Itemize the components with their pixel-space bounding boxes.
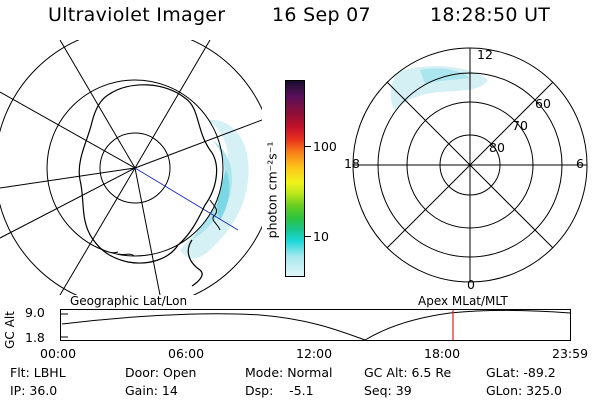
mlt-label-0: 0: [467, 277, 475, 292]
time-tick-1200: 12:00: [296, 346, 333, 361]
time-tick-2359: 23:59: [552, 346, 589, 361]
status-dsp: Dsp: -5.1: [245, 383, 314, 398]
colorbar: [285, 80, 305, 277]
instrument-title: Ultraviolet Imager: [48, 4, 226, 26]
status-glon: GLon: 325.0: [486, 383, 562, 398]
altitude-curve: [61, 309, 571, 341]
altitude-ytick-9: 9.0: [25, 305, 45, 320]
time-label: 18:28:50 UT: [430, 4, 551, 26]
aurora-pixels-geo: [180, 119, 249, 259]
colorbar-label-100: 100: [313, 139, 337, 154]
status-seq: Seq: 39: [364, 383, 412, 398]
colorbar-gradient: [286, 81, 304, 276]
altitude-ylabel-text: GC Alt: [3, 311, 17, 349]
status-door: Door: Open: [125, 365, 197, 380]
mlt-label-6: 6: [576, 156, 584, 171]
mlt-label-12: 12: [477, 47, 493, 62]
colorbar-unit: photon cm⁻²s⁻¹: [262, 142, 282, 239]
mlat-label-70: 70: [512, 118, 528, 133]
geo-panel-label: Geographic Lat/Lon: [70, 294, 188, 308]
status-glat: GLat: -89.2: [486, 365, 556, 380]
altitude-ylabel: GC Alt: [0, 310, 20, 350]
colorbar-unit-text: photon cm⁻²s⁻¹: [264, 141, 280, 239]
mlt-polar-plot: [352, 47, 588, 283]
status-gain: Gain: 14: [125, 383, 178, 398]
mlat-label-60: 60: [535, 96, 551, 111]
status-gc-alt: GC Alt: 6.5 Re: [364, 365, 452, 380]
date-label: 16 Sep 07: [272, 4, 371, 26]
status-ip: IP: 36.0: [10, 383, 58, 398]
time-tick-0600: 06:00: [168, 346, 205, 361]
colorbar-label-10: 10: [313, 229, 329, 244]
colorbar-tick-100: [305, 146, 311, 147]
altitude-ytick-1-8: 1.8: [25, 330, 45, 345]
mlat-label-80: 80: [489, 140, 505, 155]
geographic-map: [0, 40, 262, 295]
time-tick-1800: 18:00: [424, 346, 461, 361]
status-filter: Flt: LBHL: [10, 365, 66, 380]
status-mode: Mode: Normal: [245, 365, 333, 380]
time-tick-0000: 00:00: [40, 346, 77, 361]
mlt-panel-label: Apex MLat/MLT: [418, 294, 508, 308]
mlt-label-18: 18: [344, 156, 360, 171]
colorbar-tick-10: [305, 236, 311, 237]
altitude-strip-plot: [60, 309, 571, 341]
